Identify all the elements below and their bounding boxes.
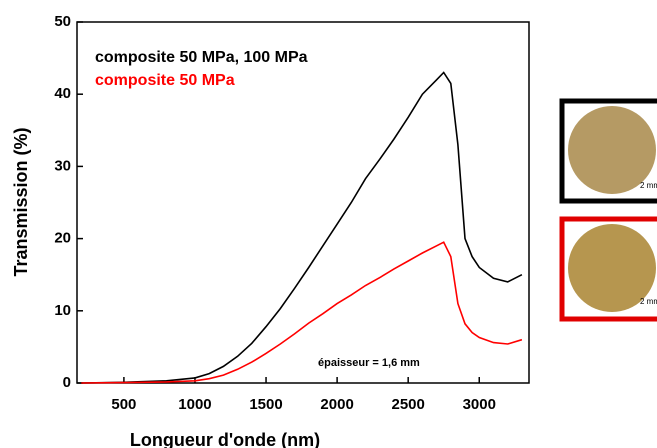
photo-sample bbox=[568, 224, 656, 312]
y-tick-label: 0 bbox=[63, 374, 71, 391]
legend-label: composite 50 MPa, 100 MPa bbox=[95, 49, 308, 66]
legend-label: composite 50 MPa bbox=[95, 72, 235, 89]
y-tick-label: 50 bbox=[54, 13, 71, 30]
y-axis-label: Transmission (%) bbox=[11, 127, 31, 276]
annotation: épaisseur = 1,6 mm bbox=[318, 357, 420, 369]
series-line bbox=[81, 71, 523, 384]
plot-frame bbox=[76, 21, 530, 384]
scale-label: 2 mm bbox=[640, 297, 657, 306]
photo: 2 mm 2 mm bbox=[559, 98, 657, 322]
y-tick-label: 30 bbox=[54, 157, 71, 174]
photo-sample bbox=[568, 106, 656, 194]
x-tick-label: 2500 bbox=[391, 396, 424, 413]
y-tick-label: 10 bbox=[54, 302, 71, 319]
x-axis-label: Longueur d'onde (nm) bbox=[130, 430, 320, 448]
y-tick-label: 20 bbox=[54, 230, 71, 247]
x-tick-label: 3000 bbox=[463, 396, 496, 413]
x-tick-label: 1500 bbox=[249, 396, 282, 413]
x-tick-label: 2000 bbox=[320, 396, 353, 413]
scale-label: 2 mm bbox=[640, 181, 657, 190]
x-tick-label: 500 bbox=[111, 396, 136, 413]
y-tick-label: 40 bbox=[54, 85, 71, 102]
series-line bbox=[81, 241, 523, 384]
x-tick-label: 1000 bbox=[178, 396, 211, 413]
